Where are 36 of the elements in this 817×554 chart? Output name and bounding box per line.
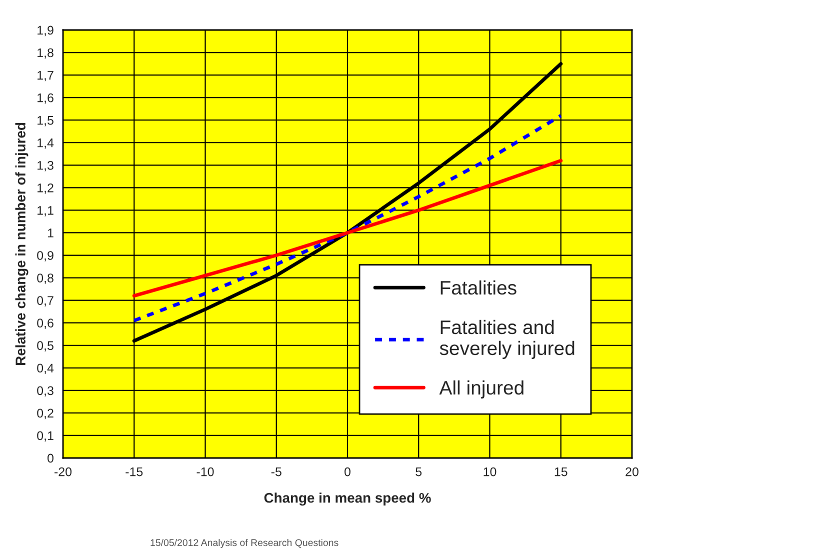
x-tick-label: -15 (126, 467, 143, 476)
y-tick-label: 0,8 (37, 274, 54, 284)
y-tick-label: 0,4 (37, 364, 54, 374)
y-tick-label: 1,7 (38, 70, 54, 82)
text: 15/05/2012 Analysis of Research Questions (150, 538, 338, 548)
x-tick-label: 20 (626, 467, 638, 476)
y-tick-label: 0,9 (37, 251, 54, 262)
y-tick-label: 1,1 (38, 206, 54, 216)
y-tick-label: 0 (48, 454, 54, 463)
x-tick-label: 0 (344, 467, 350, 476)
y-axis-title: Relative change in number of injured (15, 122, 28, 365)
legend-label: Fatalities and severely injured (440, 320, 574, 359)
y-tick-label: 1,2 (38, 183, 54, 194)
y-tick-label: 1,3 (38, 160, 54, 172)
y-tick-label: 0,3 (37, 386, 54, 397)
y-tick-label: 1 (48, 228, 54, 238)
y-tick-label: 0,7 (37, 296, 54, 306)
y-tick-label: 0,6 (37, 318, 54, 329)
y-tick-label: 1,8 (38, 48, 54, 59)
x-tick-label: -10 (196, 467, 214, 476)
x-tick-label: -5 (271, 467, 282, 476)
line-series (132, 158, 563, 298)
y-tick-label: 0,5 (37, 341, 54, 352)
x-tick-label: 5 (416, 467, 422, 476)
y-tick-label: 1,4 (38, 138, 54, 149)
x-tick-label: -20 (54, 467, 72, 476)
legend-label: All injured (439, 380, 524, 398)
y-tick-label: 0,2 (37, 408, 54, 420)
x-tick-label: 10 (484, 467, 496, 476)
x-tick-label: 15 (554, 467, 568, 476)
y-tick-label: 0,1 (37, 431, 54, 442)
y-tick-label: 1,6 (38, 93, 54, 104)
legend-label: Fatalities (440, 280, 516, 295)
y-tick-label: 1,5 (38, 116, 54, 126)
y-tick-label: 1,9 (38, 26, 54, 36)
x-axis-title: Change in mean speed % (264, 492, 431, 506)
